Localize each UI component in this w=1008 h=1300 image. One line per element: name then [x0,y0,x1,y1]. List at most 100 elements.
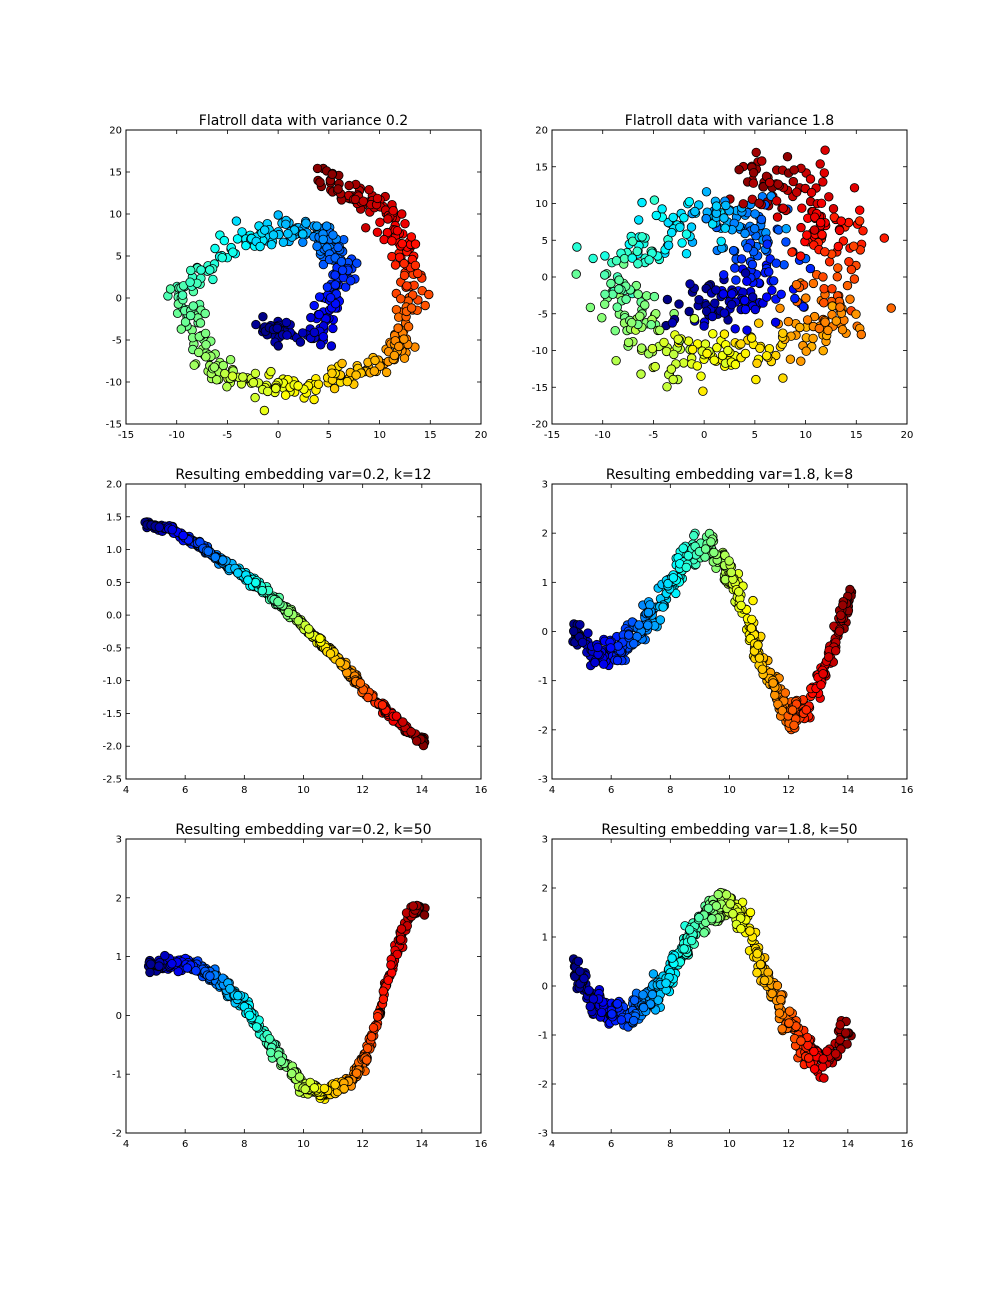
data-point [837,325,848,335]
x-tick-label: 6 [608,785,614,796]
data-point [844,257,854,267]
data-point [753,640,763,650]
data-point [569,626,579,636]
data-point [397,238,407,249]
y-tick-label: 20 [535,126,548,137]
y-tick-label: 3 [542,835,548,846]
y-tick-label: 5 [542,236,548,247]
data-point [200,328,211,339]
data-point [328,230,338,240]
data-point [707,311,718,322]
data-point [668,374,678,385]
data-point [849,241,859,251]
data-point [667,227,677,238]
data-point [674,299,684,309]
data-point [193,347,204,358]
y-tick-label: 5 [116,252,122,263]
data-point [778,203,788,213]
data-point [835,302,845,312]
y-tick-label: -15 [106,420,122,431]
data-point [856,329,867,340]
data-point [809,1046,819,1057]
data-point [301,218,311,228]
x-tick-label: 15 [424,430,437,441]
data-point [774,1008,785,1018]
data-point [391,711,402,721]
data-point [679,213,689,223]
data-point [784,1018,794,1028]
data-point [725,899,736,909]
data-point [218,360,229,371]
y-tick-label: -10 [532,346,548,357]
data-point [819,284,829,294]
data-point [701,306,712,317]
data-point [702,348,712,359]
data-point [250,392,260,403]
data-point [653,995,663,1005]
data-point [392,226,403,236]
data-point [698,386,708,396]
data-point [209,362,220,372]
data-point [804,1053,814,1063]
data-point [879,233,890,243]
data-point [268,230,279,240]
y-tick-label: 15 [535,162,548,173]
data-point [259,405,270,416]
data-point [707,914,717,924]
data-point [420,300,430,311]
data-point [711,201,722,211]
data-point [238,372,248,382]
data-point [792,187,802,197]
data-point [243,575,253,585]
data-point [681,229,692,239]
data-point [328,323,338,334]
x-tick-label: 4 [123,1139,129,1150]
data-point [584,985,594,996]
data-point [424,289,434,300]
y-tick-label: -5 [112,336,122,347]
data-point [352,258,362,268]
data-point [787,247,797,257]
data-point [767,285,777,296]
data-point [690,206,700,217]
data-point [280,390,291,400]
data-point [225,984,235,994]
data-point [783,316,794,327]
data-point [752,358,762,369]
data-point [801,346,811,356]
data-point [177,290,188,300]
data-point [773,179,783,189]
data-point [573,956,584,967]
data-point [577,637,588,648]
data-point [294,1072,305,1082]
data-point [312,221,322,231]
data-point [406,232,417,242]
data-point [781,237,791,247]
x-tick-label: -15 [118,430,134,441]
data-point [649,291,660,302]
y-tick-label: 2 [542,884,548,895]
data-point [700,544,711,554]
y-tick-label: 0 [542,273,548,284]
plot-area [126,130,481,424]
data-point [612,655,623,666]
data-point [746,623,757,633]
data-point [730,359,741,370]
data-point [762,351,772,361]
data-point [273,341,284,351]
chart-title: Flatroll data with variance 0.2 [199,113,408,129]
data-point [590,657,600,668]
y-tick-label: 15 [109,168,122,179]
data-point [266,366,276,377]
data-point [730,324,740,334]
data-point [372,227,383,238]
data-point [731,275,741,285]
data-point [225,355,236,365]
data-point [362,1043,373,1054]
data-point [689,313,700,324]
y-tick-label: 2 [542,529,548,540]
ticks: 4 6 8 10 12 14 16 -2.5 -2.0 -1.5 -1.0 -0.5 0.0 0.5 1.0… [102,480,487,797]
data-point [809,1064,820,1074]
data-point [842,1039,852,1049]
